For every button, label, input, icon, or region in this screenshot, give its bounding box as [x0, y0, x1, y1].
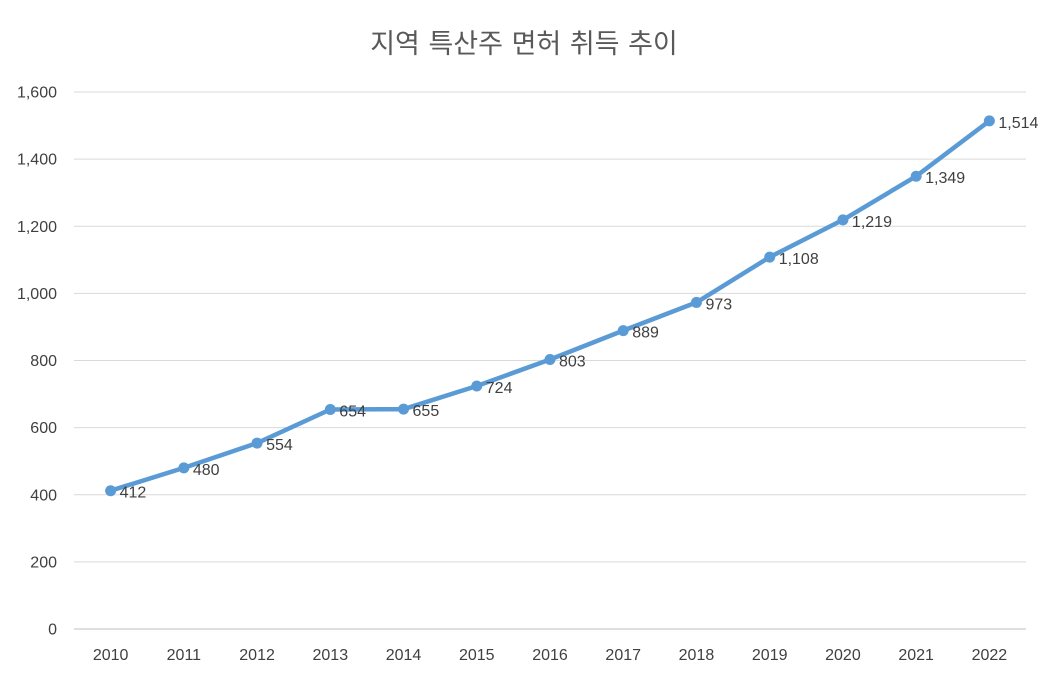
y-tick-label: 1,000: [17, 286, 57, 303]
y-tick-label: 1,400: [17, 152, 57, 169]
chart-title: 지역 특산주 면허 취득 추이: [370, 29, 678, 60]
x-tick-label: 2013: [313, 647, 349, 664]
data-label: 655: [413, 403, 440, 420]
data-label: 803: [559, 353, 586, 370]
data-label: 889: [632, 325, 659, 342]
y-tick-label: 600: [30, 420, 57, 437]
data-labels: 412 480 554 654 655 724 803 889 973 1,108 1,219 1,3…: [120, 115, 1039, 502]
x-tick-label: 2022: [972, 647, 1008, 664]
data-label: 973: [705, 296, 732, 313]
y-tick-label: 400: [30, 487, 57, 504]
data-point: [471, 380, 483, 392]
y-tick-label: 1,200: [17, 219, 57, 236]
y-axis: 0 200 400 600 800 1,000 1,200 1,400 1,600: [17, 85, 57, 639]
data-point: [398, 403, 410, 415]
y-tick-label: 1,600: [17, 85, 57, 102]
data-label: 1,349: [925, 170, 965, 187]
data-point: [544, 353, 556, 365]
data-label: 412: [120, 485, 147, 502]
x-tick-label: 2020: [825, 647, 861, 664]
x-tick-label: 2019: [752, 647, 788, 664]
series-line: [108, 118, 992, 493]
data-point: [105, 485, 117, 497]
data-label: 554: [266, 437, 293, 454]
data-label: 1,514: [998, 115, 1038, 132]
data-label: 1,219: [852, 214, 892, 231]
x-tick-label: 2016: [532, 647, 568, 664]
x-tick-label: 2021: [898, 647, 934, 664]
data-point: [324, 404, 336, 416]
data-point: [251, 437, 263, 449]
data-point: [764, 251, 776, 263]
data-point: [837, 214, 849, 226]
data-label: 1,108: [779, 251, 819, 268]
x-tick-label: 2017: [605, 647, 641, 664]
x-tick-label: 2014: [386, 647, 422, 664]
data-label: 654: [339, 404, 366, 421]
data-label: 724: [486, 380, 513, 397]
x-tick-label: 2015: [459, 647, 495, 664]
data-point: [690, 296, 702, 308]
data-point: [983, 115, 995, 127]
x-tick-label: 2011: [167, 647, 202, 664]
data-point: [910, 170, 922, 182]
data-label: 480: [193, 462, 220, 479]
x-tick-label: 2010: [93, 647, 129, 664]
x-tick-label: 2018: [679, 647, 715, 664]
y-tick-label: 0: [48, 622, 57, 639]
y-tick-label: 800: [30, 353, 57, 370]
series-markers: [105, 115, 995, 497]
data-point: [178, 462, 190, 474]
data-point: [617, 325, 629, 337]
x-tick-label: 2012: [239, 647, 275, 664]
series-line-path: [108, 118, 992, 493]
x-axis: 2010 2011 2012 2013 2014 2015 2016 2017 2018 2019…: [93, 647, 1007, 664]
y-tick-label: 200: [30, 554, 57, 571]
